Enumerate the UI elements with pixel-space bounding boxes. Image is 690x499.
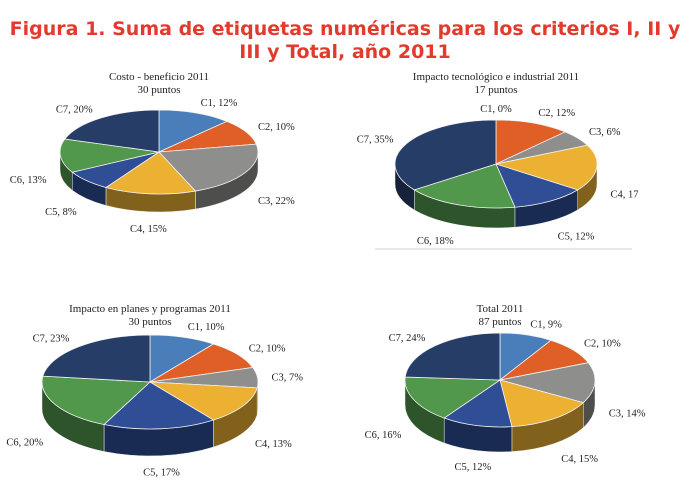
data-label-c1: C1, 12% — [201, 98, 238, 109]
data-label-c4: C4, 13% — [255, 439, 292, 450]
data-label-c4: C4, 15% — [130, 224, 167, 235]
pie-slice-c6 — [413, 163, 516, 209]
data-label-c5: C5, 8% — [45, 207, 77, 218]
pie-slice-c5 — [103, 381, 215, 430]
data-label-c6: C6, 16% — [365, 430, 402, 441]
pie-slice-c7 — [394, 119, 497, 191]
data-label-c5: C5, 17% — [143, 468, 180, 479]
chart-title: Total 2011 — [477, 303, 524, 315]
data-label-c3: C3, 6% — [589, 127, 621, 138]
pie-slice-c3 — [158, 143, 259, 192]
chart-subtitle: 87 puntos — [478, 316, 521, 328]
data-label-c6: C6, 18% — [417, 236, 454, 247]
pie-slice-c3 — [499, 362, 596, 404]
pie-slice-c6 — [59, 138, 160, 173]
pie-slice-c7 — [64, 109, 160, 153]
data-label-c6: C6, 13% — [10, 175, 47, 186]
pie-slice-c6 — [404, 376, 502, 419]
data-label-c5: C5, 12% — [558, 231, 595, 242]
pie-slice-c4 — [149, 381, 258, 421]
data-label-c7: C7, 24% — [389, 333, 426, 344]
data-label-c3: C3, 22% — [258, 196, 295, 207]
pie-slice-c4 — [499, 379, 585, 428]
pie-slice-c4 — [104, 151, 197, 195]
data-label-c5: C5, 12% — [455, 462, 492, 473]
pie-slice-c5 — [495, 163, 579, 208]
pie-slice-c2 — [495, 119, 567, 165]
data-label-c3: C3, 14% — [609, 409, 646, 420]
pie-slice-c7 — [404, 332, 501, 381]
chart-title: Impacto en planes y programas 2011 — [69, 303, 231, 315]
pie-slice-c5 — [443, 379, 513, 428]
chart-subtitle: 30 puntos — [128, 316, 171, 328]
pie-slice-c1 — [158, 109, 228, 153]
data-label-c7: C7, 35% — [357, 135, 394, 146]
figure-title: Figura 1. Suma de etiquetas numéricas pa… — [9, 18, 681, 63]
data-label-c2: C2, 12% — [538, 108, 575, 119]
pie-slice-c4 — [494, 144, 598, 191]
data-label-c6: C6, 20% — [6, 437, 43, 448]
chart-title: Impacto tecnológico e industrial 2011 — [413, 71, 579, 83]
data-label-c1: C1, 0% — [480, 104, 512, 115]
chart-subtitle: 30 puntos — [137, 84, 180, 96]
data-label-c4: C4, 17 — [610, 189, 638, 200]
data-label-c1: C1, 9% — [530, 319, 562, 330]
pie-chart-2: Impacto tecnológico e industrial 201117 … — [357, 71, 639, 247]
data-label-c1: C1, 10% — [188, 322, 225, 333]
data-label-c2: C2, 10% — [584, 338, 621, 349]
data-label-c4: C4, 15% — [561, 454, 598, 465]
chart-subtitle: 17 puntos — [474, 84, 517, 96]
data-label-c2: C2, 10% — [258, 122, 295, 133]
data-label-c7: C7, 23% — [33, 334, 70, 345]
pie-slice-c6 — [41, 375, 151, 425]
pie-slice-c7 — [42, 334, 151, 383]
chart-title: Costo - beneficio 2011 — [109, 71, 209, 83]
data-label-c3: C3, 7% — [271, 372, 303, 383]
data-label-c7: C7, 20% — [56, 104, 93, 115]
data-label-c2: C2, 10% — [249, 343, 286, 354]
